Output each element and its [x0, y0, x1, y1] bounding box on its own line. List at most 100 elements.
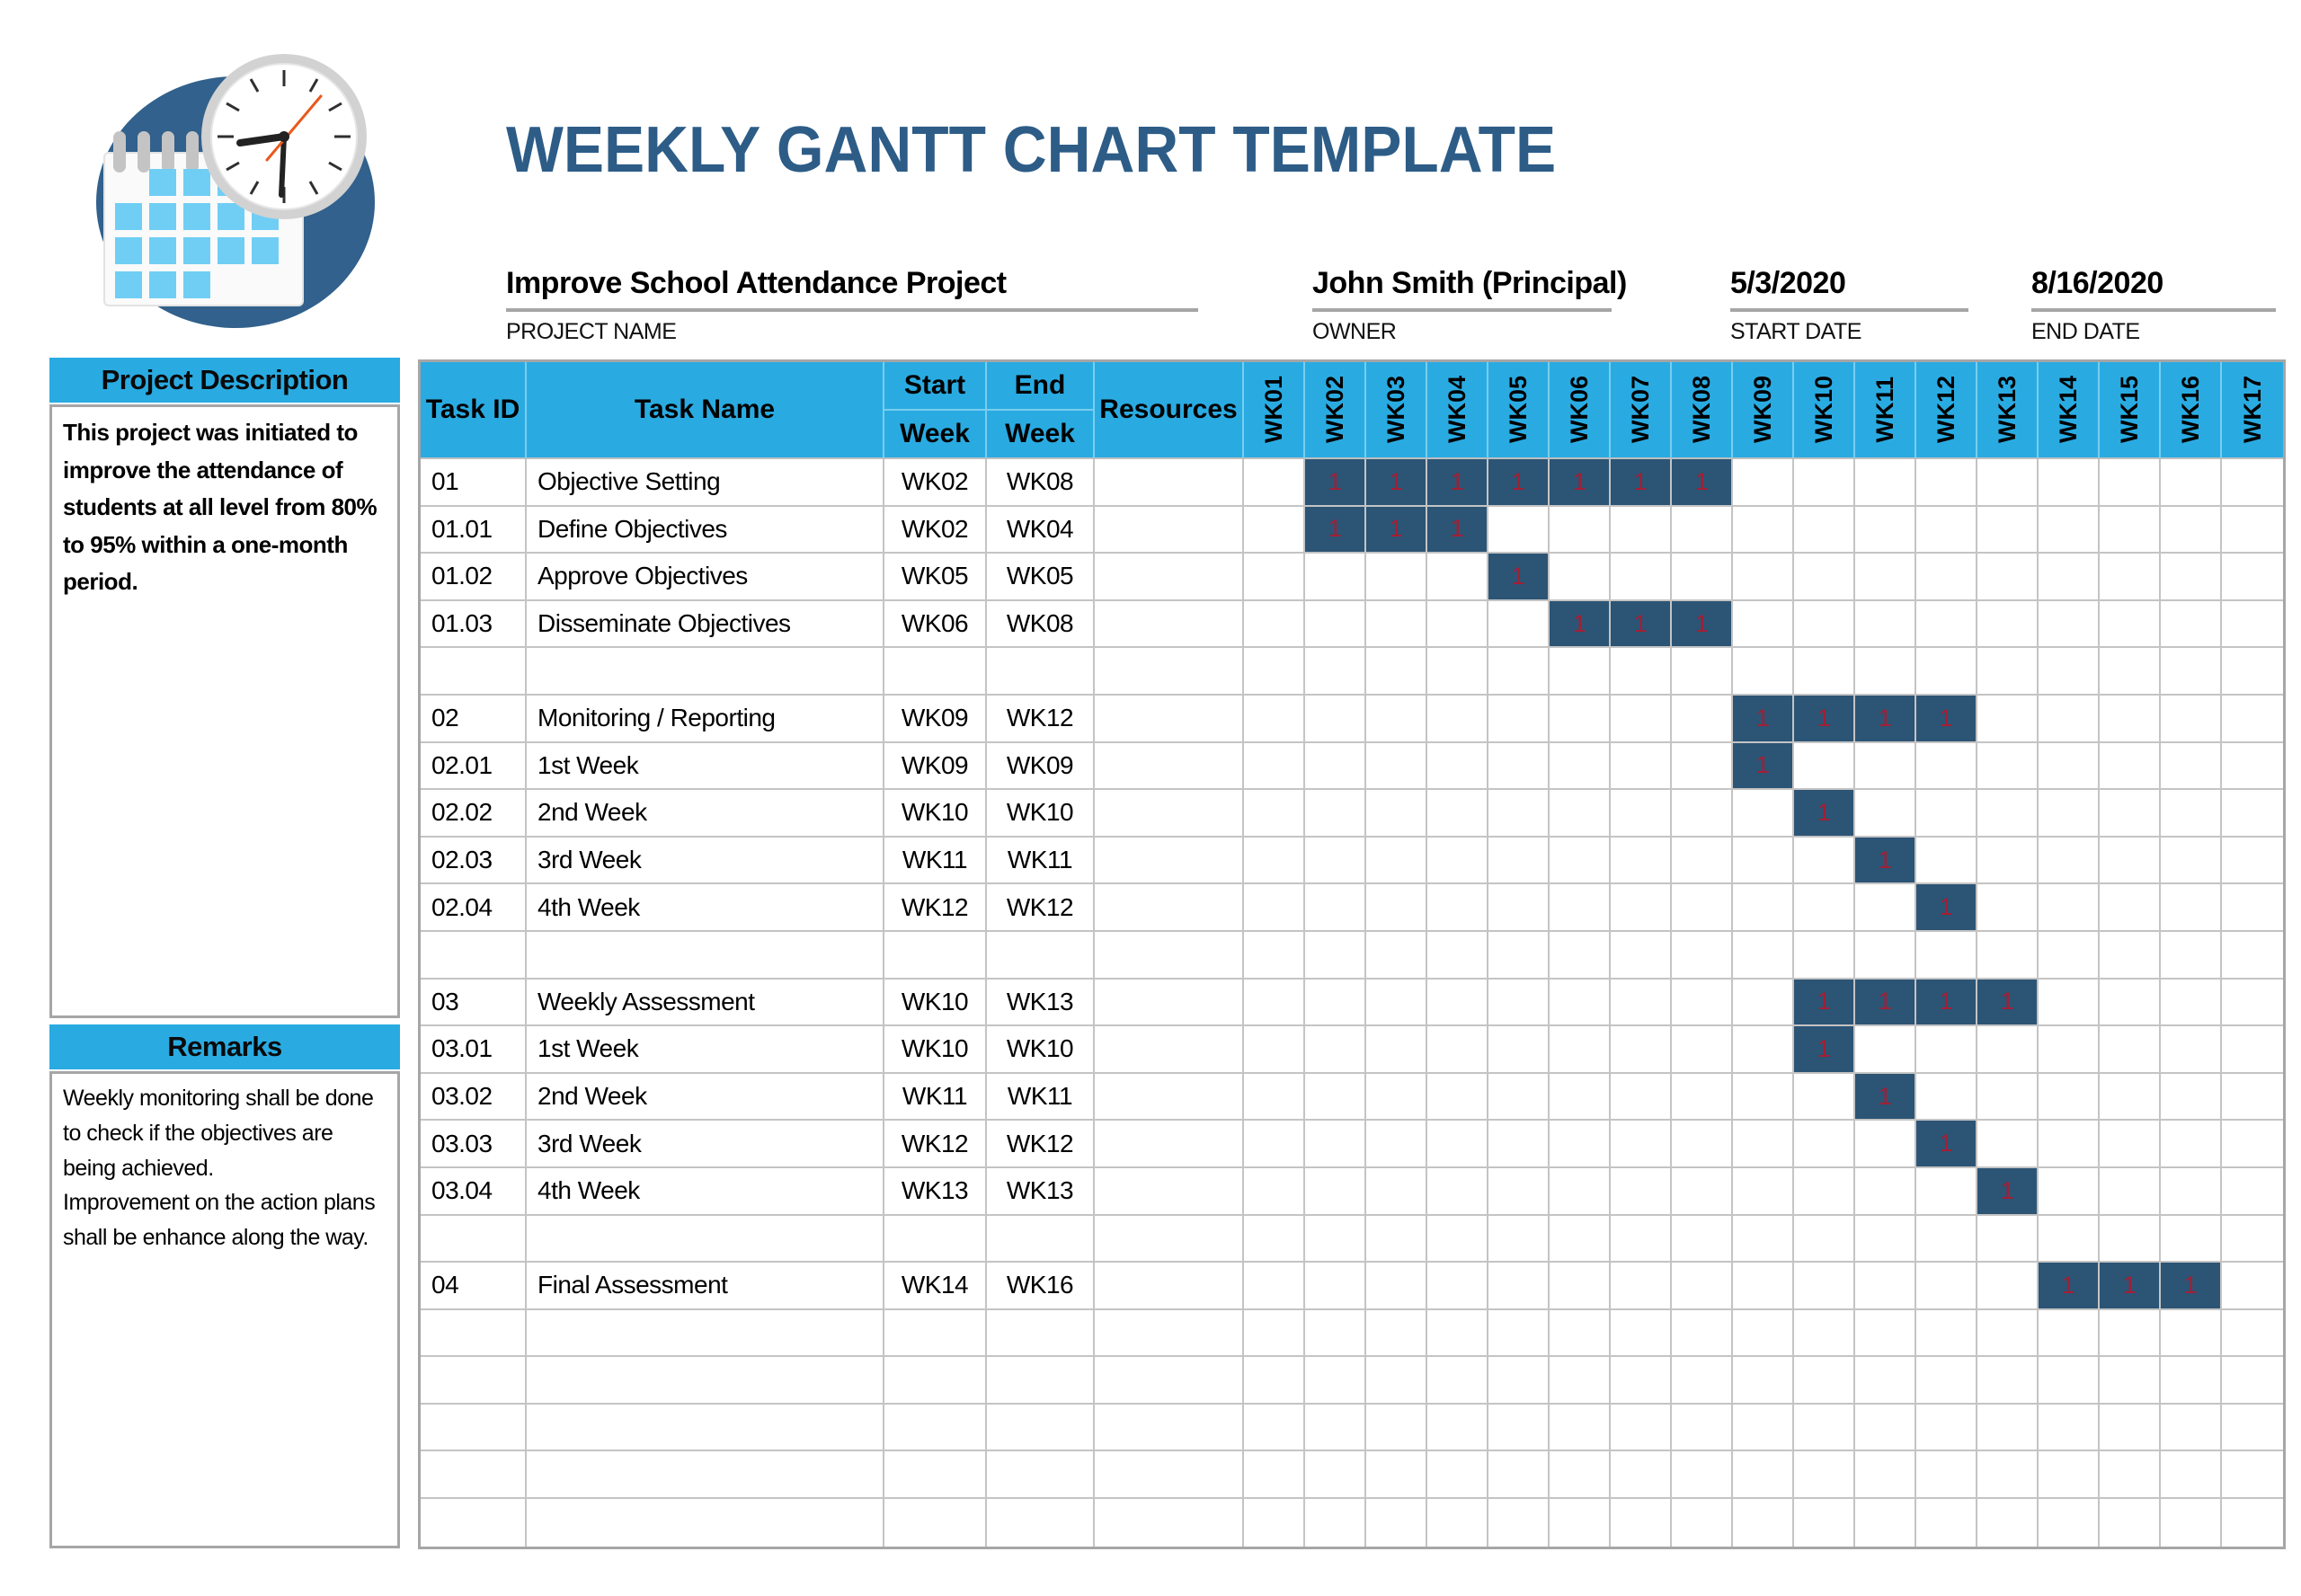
- gantt-cell-WK17[interactable]: [2222, 742, 2283, 791]
- gantt-cell-WK14[interactable]: [2039, 648, 2100, 696]
- gantt-cell-WK05[interactable]: [1488, 1404, 1550, 1452]
- gantt-cell-WK12[interactable]: [1916, 1167, 1977, 1216]
- gantt-cell-WK17[interactable]: [2222, 1026, 2283, 1074]
- gantt-cell-WK16[interactable]: [2161, 695, 2222, 743]
- cell-task-name[interactable]: 2nd Week: [527, 790, 884, 838]
- gantt-cell-WK09[interactable]: [1733, 1309, 1794, 1358]
- gantt-cell-WK03[interactable]: [1366, 1167, 1427, 1216]
- gantt-cell-WK07[interactable]: [1611, 1073, 1672, 1122]
- gantt-bar-cell-WK10[interactable]: 1: [1794, 979, 1855, 1027]
- gantt-cell-WK01[interactable]: [1244, 1263, 1305, 1310]
- cell-task-id[interactable]: 03.04: [421, 1167, 527, 1216]
- gantt-cell-WK05[interactable]: [1488, 979, 1550, 1027]
- gantt-cell-WK02[interactable]: [1305, 1404, 1366, 1452]
- gantt-bar-cell-WK12[interactable]: 1: [1916, 1121, 1977, 1168]
- gantt-cell-WK06[interactable]: [1550, 1451, 1611, 1500]
- gantt-bar-cell-WK10[interactable]: 1: [1794, 695, 1855, 743]
- gantt-cell-WK10[interactable]: [1794, 1309, 1855, 1358]
- gantt-cell-WK11[interactable]: [1855, 648, 1916, 696]
- gantt-cell-WK01[interactable]: [1244, 1215, 1305, 1264]
- gantt-cell-WK10[interactable]: [1794, 931, 1855, 980]
- cell-start-week[interactable]: WK11: [884, 837, 987, 885]
- gantt-cell-WK03[interactable]: [1366, 1121, 1427, 1168]
- gantt-cell-WK01[interactable]: [1244, 790, 1305, 838]
- gantt-cell-WK15[interactable]: [2100, 742, 2161, 791]
- gantt-cell-WK01[interactable]: [1244, 600, 1305, 649]
- gantt-cell-WK15[interactable]: [2100, 600, 2161, 649]
- gantt-cell-WK08[interactable]: [1672, 742, 1733, 791]
- gantt-bar-cell-WK04[interactable]: 1: [1427, 459, 1488, 507]
- gantt-cell-WK15[interactable]: [2100, 1073, 2161, 1122]
- gantt-cell-WK02[interactable]: [1305, 1167, 1366, 1216]
- cell-task-name[interactable]: [527, 1404, 884, 1452]
- gantt-cell-WK07[interactable]: [1611, 1026, 1672, 1074]
- gantt-bar-cell-WK06[interactable]: 1: [1550, 459, 1611, 507]
- gantt-cell-WK07[interactable]: [1611, 1215, 1672, 1264]
- gantt-cell-WK08[interactable]: [1672, 1121, 1733, 1168]
- gantt-cell-WK07[interactable]: [1611, 506, 1672, 554]
- gantt-cell-WK10[interactable]: [1794, 600, 1855, 649]
- gantt-cell-WK02[interactable]: [1305, 648, 1366, 696]
- gantt-cell-WK13[interactable]: [1977, 695, 2039, 743]
- gantt-cell-WK03[interactable]: [1366, 695, 1427, 743]
- gantt-cell-WK07[interactable]: [1611, 1167, 1672, 1216]
- gantt-cell-WK01[interactable]: [1244, 1073, 1305, 1122]
- gantt-cell-WK05[interactable]: [1488, 648, 1550, 696]
- gantt-bar-cell-WK08[interactable]: 1: [1672, 459, 1733, 507]
- cell-start-week[interactable]: WK10: [884, 1026, 987, 1074]
- cell-task-id[interactable]: 03.03: [421, 1121, 527, 1168]
- gantt-cell-WK04[interactable]: [1427, 1309, 1488, 1358]
- gantt-cell-WK04[interactable]: [1427, 1167, 1488, 1216]
- gantt-cell-WK08[interactable]: [1672, 1451, 1733, 1500]
- gantt-cell-WK15[interactable]: [2100, 648, 2161, 696]
- gantt-cell-WK13[interactable]: [1977, 1499, 2039, 1547]
- cell-task-id[interactable]: 02: [421, 695, 527, 743]
- gantt-cell-WK11[interactable]: [1855, 931, 1916, 980]
- gantt-cell-WK11[interactable]: [1855, 1451, 1916, 1500]
- gantt-cell-WK01[interactable]: [1244, 1499, 1305, 1547]
- gantt-cell-WK11[interactable]: [1855, 1404, 1916, 1452]
- cell-task-id[interactable]: 03.01: [421, 1026, 527, 1074]
- gantt-cell-WK14[interactable]: [2039, 459, 2100, 507]
- cell-end-week[interactable]: WK05: [987, 554, 1095, 601]
- cell-start-week[interactable]: WK06: [884, 600, 987, 649]
- cell-task-id[interactable]: [421, 1215, 527, 1264]
- gantt-cell-WK16[interactable]: [2161, 1309, 2222, 1358]
- gantt-cell-WK03[interactable]: [1366, 790, 1427, 838]
- gantt-cell-WK07[interactable]: [1611, 1309, 1672, 1358]
- gantt-bar-cell-WK11[interactable]: 1: [1855, 1073, 1916, 1122]
- gantt-cell-WK09[interactable]: [1733, 884, 1794, 932]
- cell-task-id[interactable]: 01.03: [421, 600, 527, 649]
- cell-task-name[interactable]: 1st Week: [527, 742, 884, 791]
- cell-start-week[interactable]: WK09: [884, 695, 987, 743]
- gantt-bar-cell-WK05[interactable]: 1: [1488, 459, 1550, 507]
- gantt-cell-WK07[interactable]: [1611, 1121, 1672, 1168]
- gantt-bar-cell-WK08[interactable]: 1: [1672, 600, 1733, 649]
- cell-end-week[interactable]: WK16: [987, 1263, 1095, 1310]
- gantt-bar-cell-WK03[interactable]: 1: [1366, 506, 1427, 554]
- gantt-cell-WK15[interactable]: [2100, 506, 2161, 554]
- gantt-cell-WK11[interactable]: [1855, 506, 1916, 554]
- gantt-cell-WK12[interactable]: [1916, 600, 1977, 649]
- gantt-cell-WK12[interactable]: [1916, 1073, 1977, 1122]
- cell-task-name[interactable]: 3rd Week: [527, 1121, 884, 1168]
- cell-task-name[interactable]: 4th Week: [527, 884, 884, 932]
- gantt-cell-WK03[interactable]: [1366, 600, 1427, 649]
- cell-end-week[interactable]: WK09: [987, 742, 1095, 791]
- gantt-cell-WK03[interactable]: [1366, 931, 1427, 980]
- gantt-cell-WK01[interactable]: [1244, 1451, 1305, 1500]
- start-date-value[interactable]: 5/3/2020: [1730, 266, 1846, 300]
- gantt-cell-WK08[interactable]: [1672, 1309, 1733, 1358]
- gantt-cell-WK01[interactable]: [1244, 1026, 1305, 1074]
- cell-end-week[interactable]: WK08: [987, 600, 1095, 649]
- gantt-cell-WK05[interactable]: [1488, 884, 1550, 932]
- gantt-cell-WK15[interactable]: [2100, 459, 2161, 507]
- gantt-cell-WK05[interactable]: [1488, 695, 1550, 743]
- cell-end-week[interactable]: [987, 1451, 1095, 1500]
- gantt-cell-WK09[interactable]: [1733, 506, 1794, 554]
- cell-task-id[interactable]: 02.04: [421, 884, 527, 932]
- gantt-cell-WK16[interactable]: [2161, 1121, 2222, 1168]
- cell-task-id[interactable]: 04: [421, 1263, 527, 1310]
- cell-task-name[interactable]: Approve Objectives: [527, 554, 884, 601]
- gantt-cell-WK13[interactable]: [1977, 1451, 2039, 1500]
